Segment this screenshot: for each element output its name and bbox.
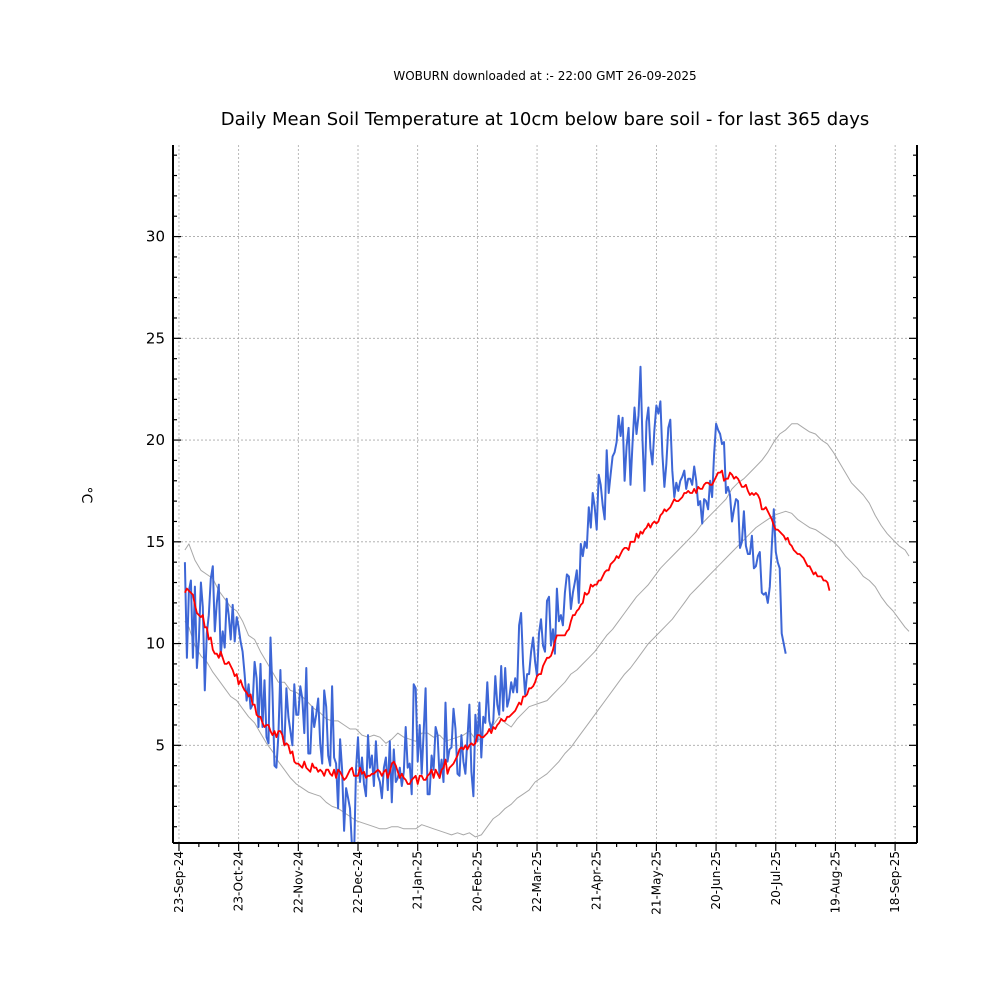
y-tick-label: 10 [146,635,165,653]
x-tick-label: 18-Sep-25 [888,851,902,913]
x-tick-label: 20-Jul-25 [769,851,783,905]
y-axis-label: °C [78,487,94,504]
x-tick-label: 21-May-25 [649,851,663,915]
series-range-lower-line [184,510,910,838]
x-tick-label: 20-Feb-25 [470,851,484,911]
series-lines [183,365,910,843]
x-tick-label: 22-Mar-25 [530,851,544,912]
y-tick-label: 5 [155,736,165,754]
y-tick-labels: 5 10 15 20 25 30 [146,228,165,755]
x-tick-label: 19-Aug-25 [828,851,842,913]
chart-title: Daily Mean Soil Temperature at 10cm belo… [221,109,870,130]
x-tick-labels: 23-Sep-24 23-Oct-24 22-Nov-24 22-Dec-24 21-J… [172,851,902,915]
series-range-upper-line [184,423,910,744]
series-mean-line [184,469,831,785]
series-current-line [183,365,787,843]
y-tick-label: 15 [146,533,165,551]
y-tick-label: 20 [146,431,165,449]
x-tick-label: 21-Apr-25 [590,851,604,910]
x-tick-label: 22-Nov-24 [291,851,305,913]
x-tick-label: 22-Dec-24 [351,851,365,913]
y-tick-label: 25 [146,329,165,347]
x-tick-label: 23-Oct-24 [232,851,246,911]
grid-lines [173,145,917,843]
axes [172,145,918,851]
x-tick-label: 23-Sep-24 [172,851,186,913]
x-tick-label: 21-Jan-25 [411,851,425,909]
chart-subtitle: WOBURN downloaded at :- 22:00 GMT 26-09-… [393,69,696,83]
y-tick-label: 30 [146,228,165,246]
x-tick-label: 20-Jun-25 [709,851,723,910]
